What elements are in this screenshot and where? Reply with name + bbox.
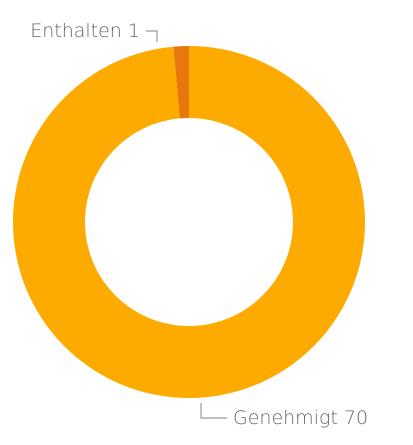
data-label: Enthalten 1 — [30, 20, 140, 42]
data-label: Genehmigt 70 — [233, 407, 368, 429]
donut-segment — [173, 46, 189, 119]
donut-segment — [12, 46, 365, 398]
label-value: 1 — [128, 20, 140, 42]
label-name: Enthalten — [30, 20, 122, 42]
label-name: Genehmigt — [233, 407, 338, 429]
leader-line — [200, 403, 227, 419]
segments — [12, 46, 365, 398]
label-value: 70 — [344, 407, 368, 429]
leader-line — [146, 30, 158, 42]
